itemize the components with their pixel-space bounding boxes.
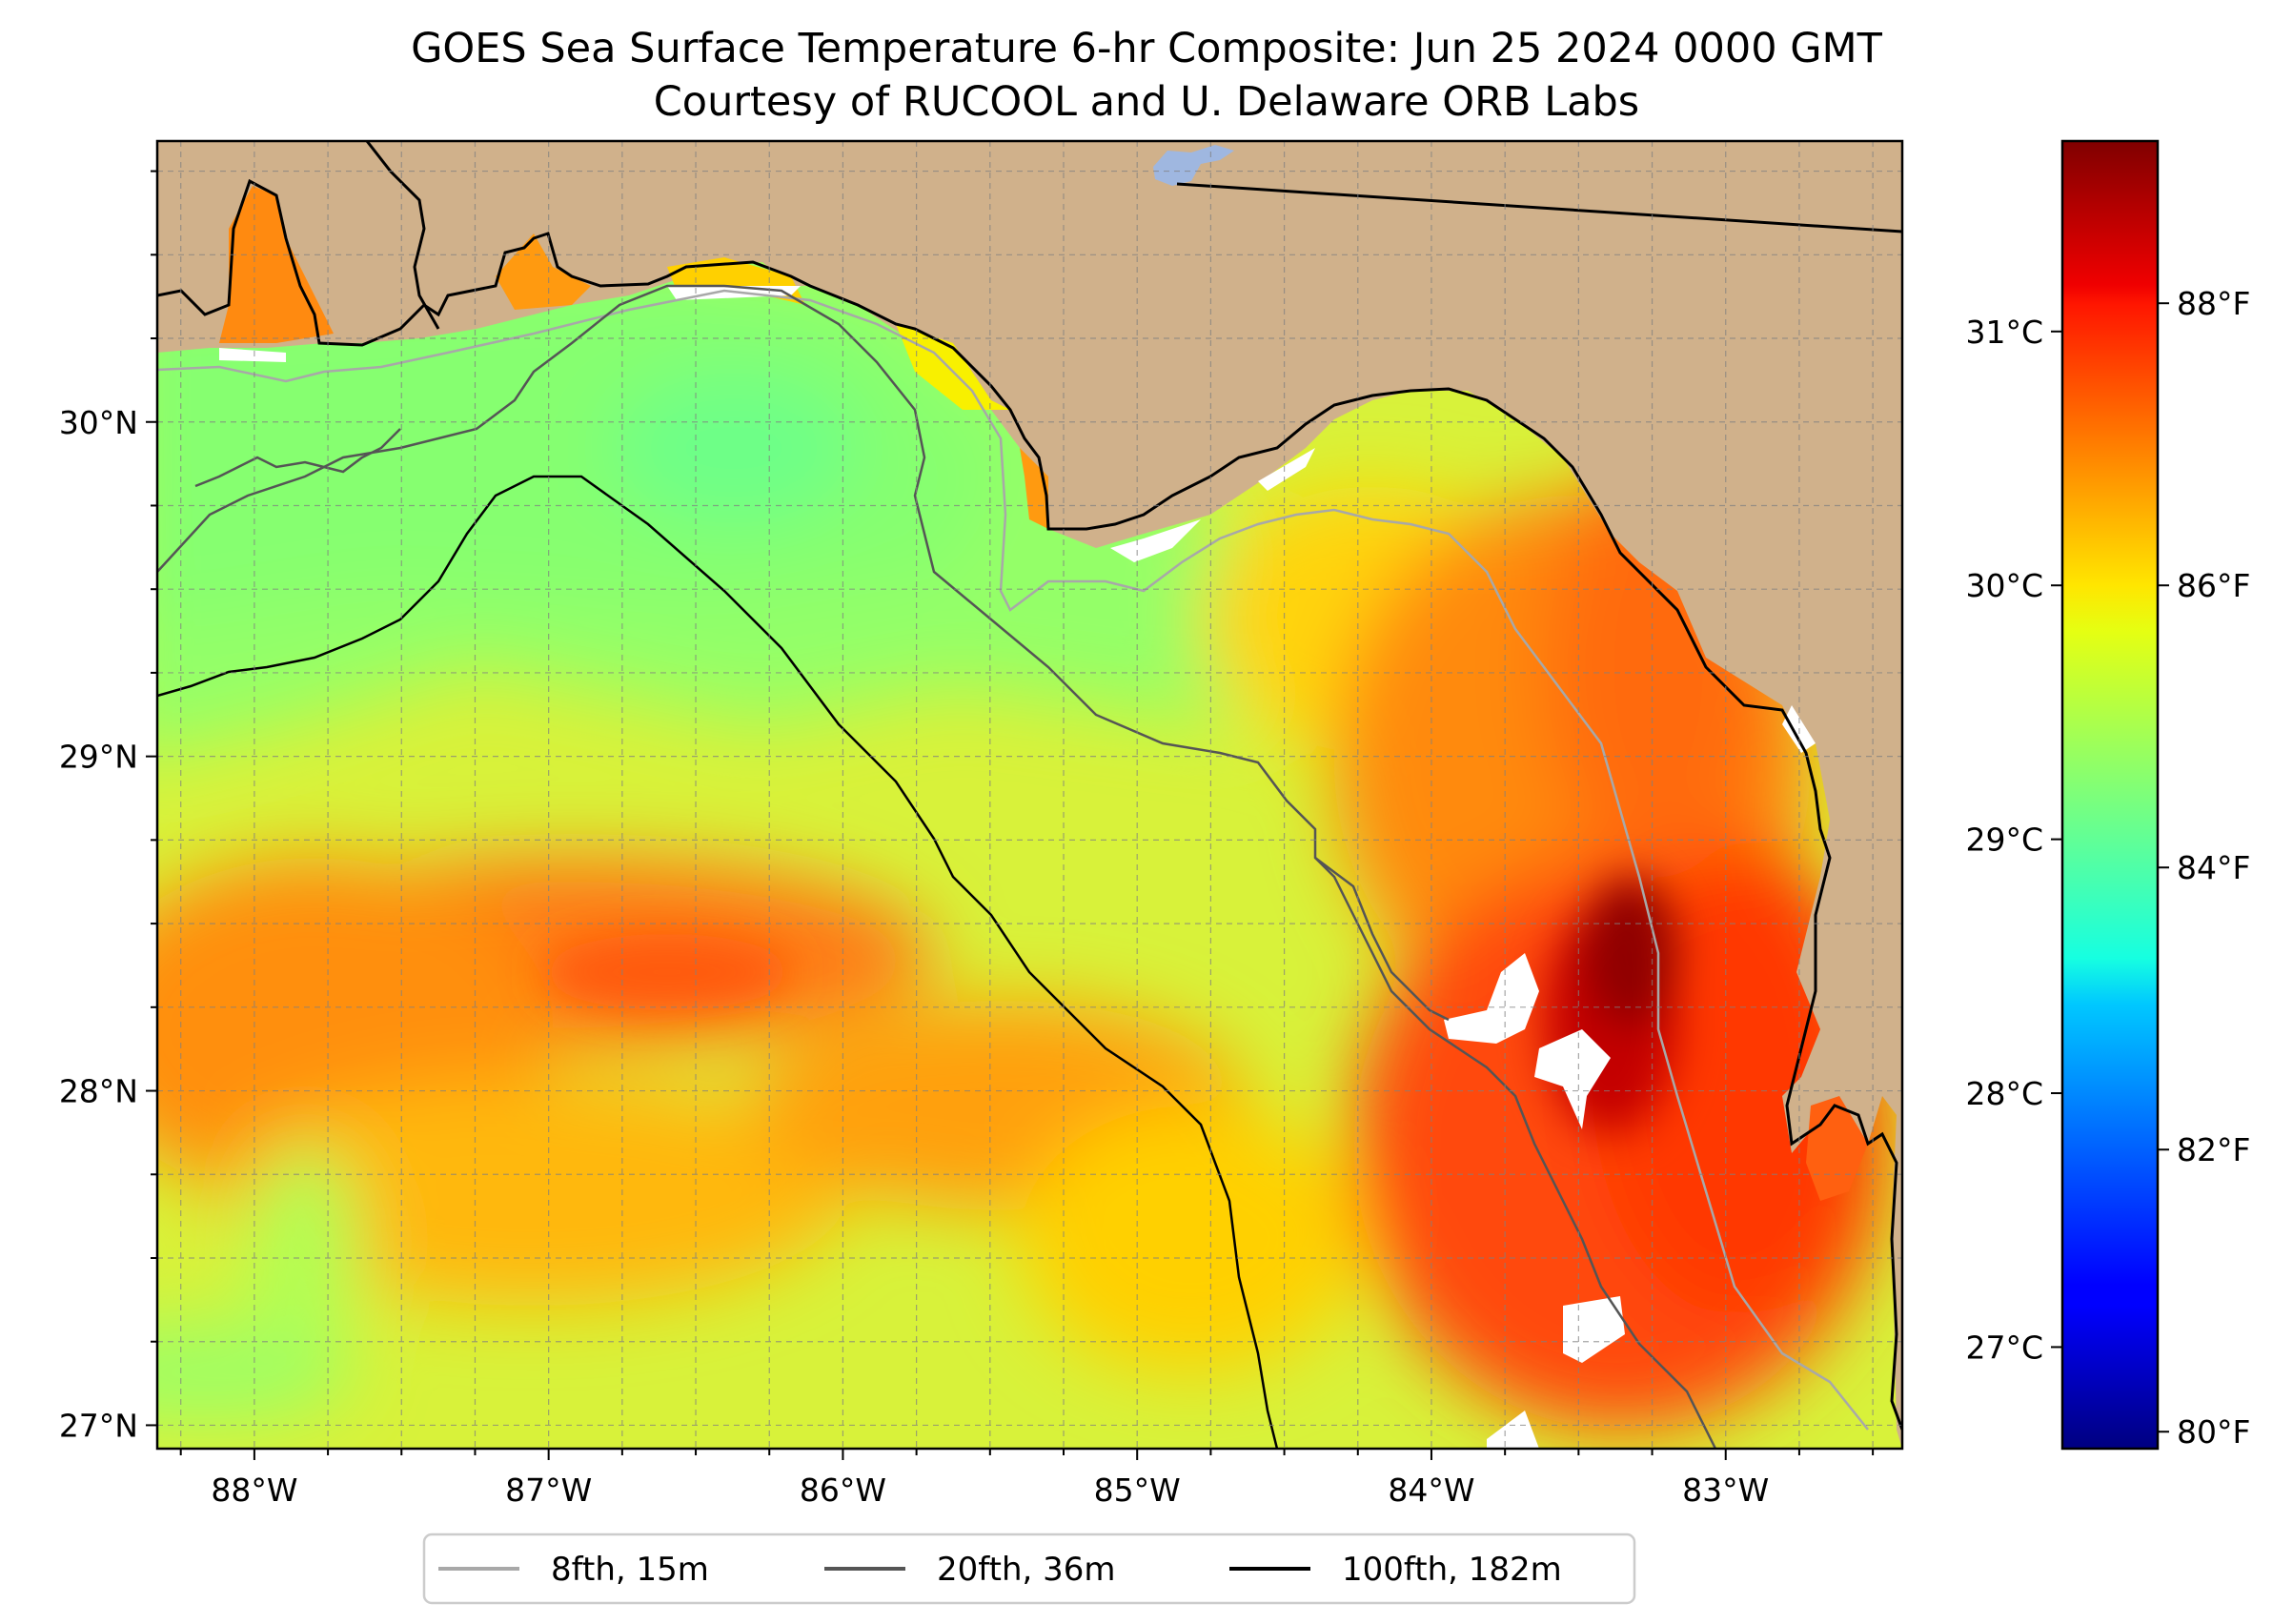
land-area xyxy=(157,141,1902,1449)
celsius-tick-label: 31°C xyxy=(1965,314,2043,351)
sea-surface-temperature-field xyxy=(157,141,1902,1449)
isobath-legend: 8fth, 15m 20fth, 36m 100fth, 182m xyxy=(422,1533,1636,1605)
fahrenheit-tick-label: 80°F xyxy=(2177,1413,2250,1451)
fahrenheit-tick-label: 84°F xyxy=(2177,849,2250,886)
colorbar: 31°C 30°C 29°C 28°C 27°C 88°F 86°F 84°F 82°F 80°… xyxy=(1965,139,2250,1451)
colorbar-celsius-axis: 31°C 30°C 29°C 28°C 27°C xyxy=(1965,314,2062,1366)
longitude-tick-label: 88°W xyxy=(211,1472,297,1509)
longitude-axis: 88°W 87°W 86°W 85°W 84°W 83°W xyxy=(179,1449,1875,1509)
colorbar-gradient xyxy=(2062,141,2158,1449)
map-plot-area xyxy=(157,141,1902,1449)
celsius-tick-label: 30°C xyxy=(1965,567,2043,604)
latitude-tick-label: 30°N xyxy=(59,404,138,441)
map-title: GOES Sea Surface Temperature 6-hr Compos… xyxy=(411,25,1882,72)
latitude-tick-label: 29°N xyxy=(59,739,138,776)
state-border-north xyxy=(1176,182,1902,233)
latitude-tick-label: 27°N xyxy=(59,1407,138,1444)
isobath-8fth xyxy=(157,289,1869,1431)
fahrenheit-tick-label: 86°F xyxy=(2177,567,2250,604)
longitude-tick-label: 85°W xyxy=(1094,1472,1181,1509)
legend-box xyxy=(422,1533,1636,1605)
celsius-tick-label: 28°C xyxy=(1965,1075,2043,1112)
coastline xyxy=(157,178,1902,1431)
colorbar-frame xyxy=(2060,139,2160,1451)
no-data-patches xyxy=(1444,953,1625,1449)
isobath-100fth xyxy=(157,475,1279,1449)
latitude-axis: 30°N 29°N 28°N 27°N xyxy=(59,170,157,1444)
legend-label: 100fth, 182m xyxy=(1342,1551,1562,1589)
legend-label: 20fth, 36m xyxy=(937,1551,1116,1589)
longitude-tick-label: 87°W xyxy=(505,1472,592,1509)
celsius-tick-label: 27°C xyxy=(1965,1329,2043,1366)
graticule xyxy=(157,141,1902,1449)
celsius-tick-label: 29°C xyxy=(1965,822,2043,859)
coastal-no-data xyxy=(219,286,1816,753)
longitude-tick-label: 84°W xyxy=(1388,1472,1474,1509)
fahrenheit-tick-label: 82°F xyxy=(2177,1131,2250,1168)
longitude-tick-label: 86°W xyxy=(800,1472,886,1509)
latitude-tick-label: 28°N xyxy=(59,1073,138,1110)
map-subtitle: Courtesy of RUCOOL and U. Delaware ORB L… xyxy=(653,78,1640,126)
longitude-tick-label: 83°W xyxy=(1682,1472,1769,1509)
fahrenheit-tick-label: 88°F xyxy=(2177,285,2250,322)
legend-label: 8fth, 15m xyxy=(551,1551,709,1589)
colorbar-fahrenheit-axis: 88°F 86°F 84°F 82°F 80°F xyxy=(2158,285,2250,1451)
map-frame xyxy=(155,139,1904,1451)
lake xyxy=(1153,145,1234,186)
